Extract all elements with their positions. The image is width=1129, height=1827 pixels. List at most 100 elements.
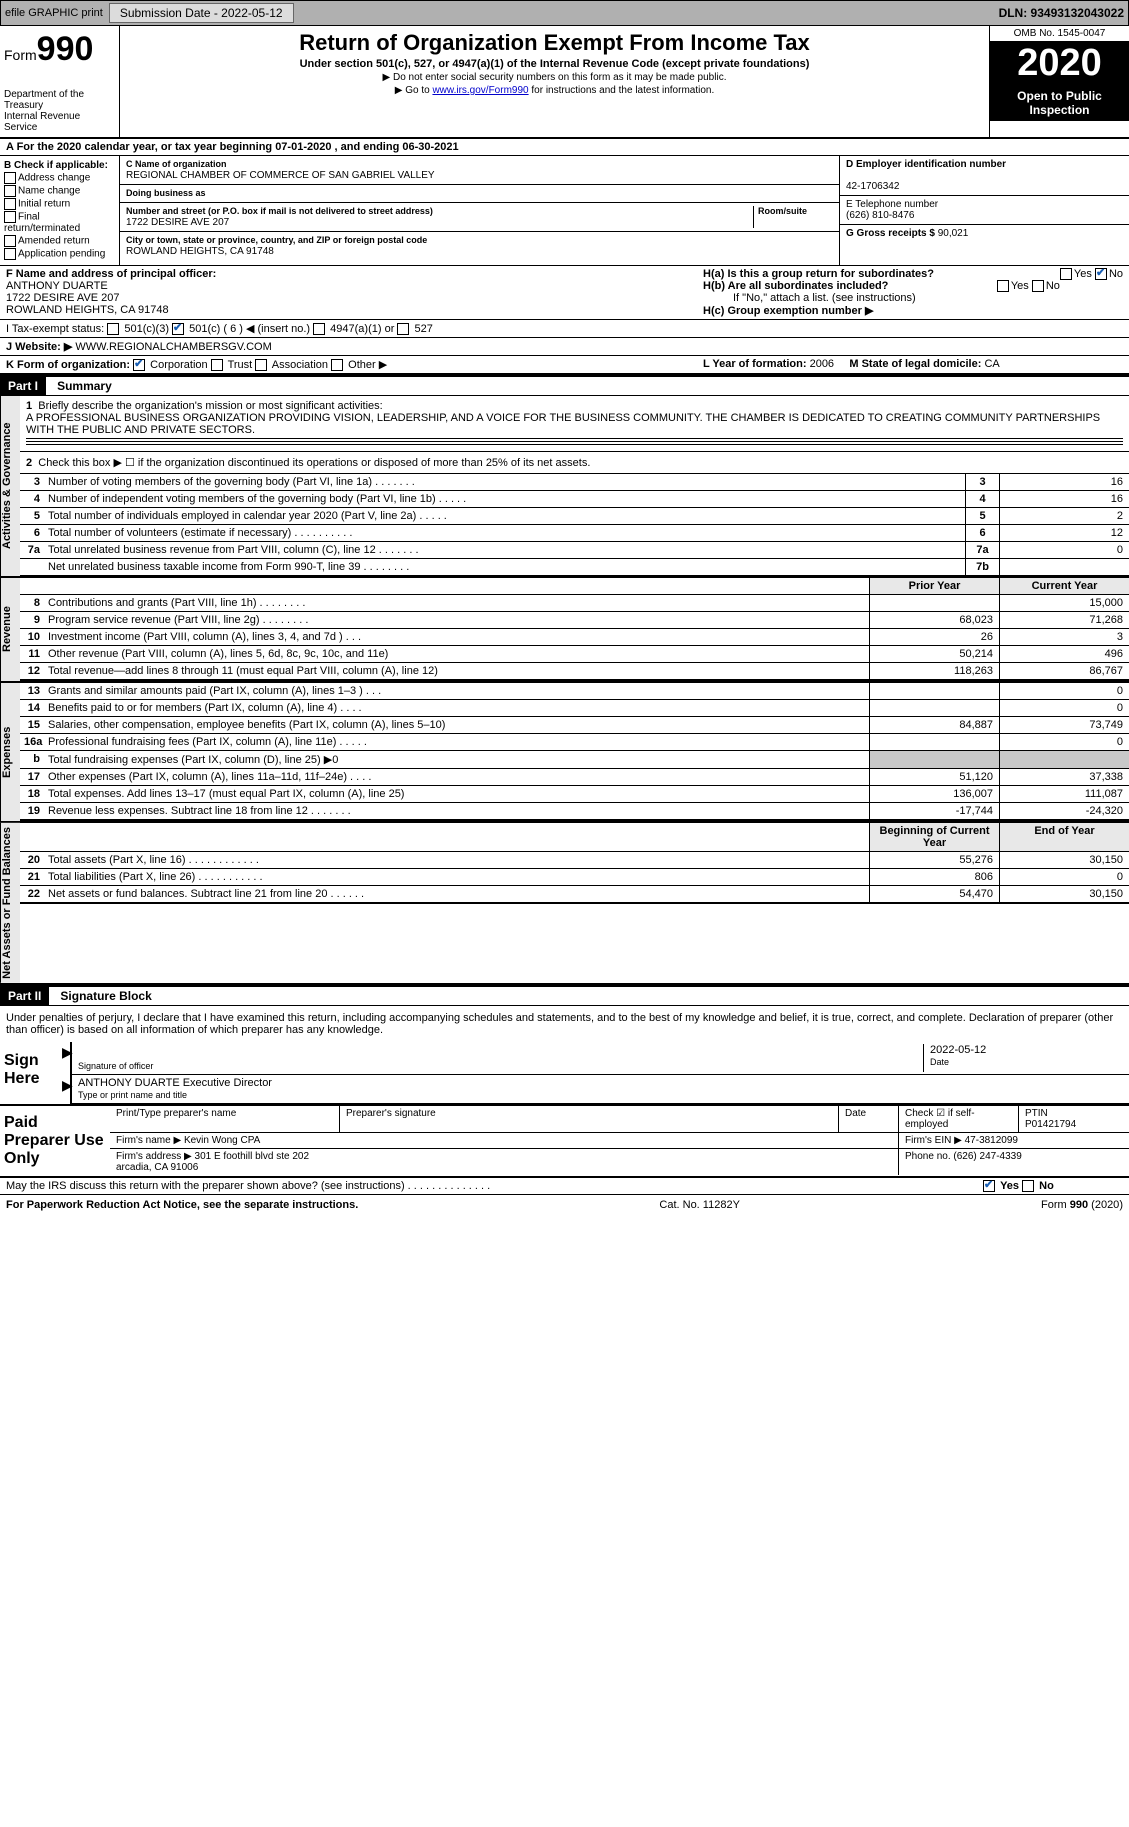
- cb-corp[interactable]: [133, 359, 145, 371]
- open-inspection: Open to Public Inspection: [990, 85, 1129, 121]
- cb-assoc[interactable]: [255, 359, 267, 371]
- arrow-icon: ▶: [62, 1077, 73, 1094]
- cb-trust[interactable]: [211, 359, 223, 371]
- addr-label: Number and street (or P.O. box if mail i…: [126, 206, 433, 216]
- row-i: I Tax-exempt status: 501(c)(3) 501(c) ( …: [0, 320, 1129, 338]
- cb-discuss-yes[interactable]: [983, 1180, 995, 1192]
- form-990: 990: [37, 30, 94, 68]
- preparer-block: Paid Preparer Use Only Print/Type prepar…: [0, 1104, 1129, 1178]
- revenue-block: Revenue Prior Year Current Year 8Contrib…: [0, 576, 1129, 681]
- f-name: ANTHONY DUARTE: [6, 280, 108, 292]
- omb-number: OMB No. 1545-0047: [990, 26, 1129, 42]
- cb-address-change[interactable]: [4, 172, 16, 184]
- form-subtitle: Under section 501(c), 527, or 4947(a)(1)…: [128, 58, 981, 70]
- k-corp: Corporation: [150, 359, 207, 371]
- row-f-h: F Name and address of principal officer:…: [0, 266, 1129, 320]
- col-right: D Employer identification number 42-1706…: [839, 156, 1129, 265]
- cb-ha-yes[interactable]: [1060, 268, 1072, 280]
- period-line: A For the 2020 calendar year, or tax yea…: [0, 139, 1129, 156]
- c-label: C Name of organization: [126, 159, 227, 169]
- table-row: 17Other expenses (Part IX, column (A), l…: [20, 769, 1129, 786]
- cb-other[interactable]: [331, 359, 343, 371]
- tax-year: 2020: [990, 42, 1129, 85]
- hb-label: H(b) Are all subordinates included?: [703, 280, 888, 292]
- prep-h2: Preparer's signature: [340, 1106, 839, 1132]
- cb-501c[interactable]: [172, 323, 184, 335]
- cb-527[interactable]: [397, 323, 409, 335]
- j-label: J Website: ▶: [6, 341, 72, 353]
- mission-block: 1 Briefly describe the organization's mi…: [20, 396, 1129, 452]
- vtab-governance: Activities & Governance: [0, 396, 20, 576]
- firm-ein-label: Firm's EIN ▶: [905, 1135, 962, 1146]
- table-row: 11Other revenue (Part VIII, column (A), …: [20, 646, 1129, 663]
- sig-name: ANTHONY DUARTE Executive Director: [78, 1077, 272, 1089]
- lbl-address-change: Address change: [18, 173, 90, 184]
- part1-header: Part I Summary: [0, 375, 1129, 396]
- goto-post: for instructions and the latest informat…: [529, 85, 715, 96]
- cb-pending[interactable]: [4, 248, 16, 260]
- entity-block: B Check if applicable: Address change Na…: [0, 156, 1129, 266]
- room-label: Room/suite: [758, 206, 807, 216]
- prep-title: Paid Preparer Use Only: [0, 1106, 110, 1176]
- cb-ha-no[interactable]: [1095, 268, 1107, 280]
- vtab-net: Net Assets or Fund Balances: [0, 823, 20, 983]
- hdr-desc: [44, 578, 869, 594]
- ha-label: H(a) Is this a group return for subordin…: [703, 268, 934, 280]
- note-ssn: ▶ Do not enter social security numbers o…: [128, 72, 981, 83]
- net-block: Net Assets or Fund Balances Beginning of…: [0, 821, 1129, 985]
- table-row: 8Contributions and grants (Part VIII, li…: [20, 595, 1129, 612]
- cb-final[interactable]: [4, 211, 16, 223]
- k-assoc: Association: [272, 359, 328, 371]
- cb-hb-no[interactable]: [1032, 280, 1044, 292]
- m-label: M State of legal domicile:: [849, 358, 981, 370]
- prep-h3: Date: [839, 1106, 899, 1132]
- line2-block: 2 Check this box ▶ ☐ if the organization…: [20, 452, 1129, 474]
- cb-4947[interactable]: [313, 323, 325, 335]
- hdr-curr: Current Year: [999, 578, 1129, 594]
- org-addr: 1722 DESIRE AVE 207: [126, 217, 229, 228]
- table-row: 15Salaries, other compensation, employee…: [20, 717, 1129, 734]
- cb-amended[interactable]: [4, 235, 16, 247]
- table-row: 5Total number of individuals employed in…: [20, 508, 1129, 525]
- sig-name-label: Type or print name and title: [78, 1090, 187, 1100]
- f-label: F Name and address of principal officer:: [6, 268, 216, 280]
- submission-date-button[interactable]: Submission Date - 2022-05-12: [109, 3, 294, 23]
- cb-hb-yes[interactable]: [997, 280, 1009, 292]
- table-row: 20Total assets (Part X, line 16) . . . .…: [20, 852, 1129, 869]
- expenses-block: Expenses 13Grants and similar amounts pa…: [0, 681, 1129, 821]
- penalty-text: Under penalties of perjury, I declare th…: [0, 1006, 1129, 1042]
- f-addr2: ROWLAND HEIGHTS, CA 91748: [6, 304, 169, 316]
- cb-initial[interactable]: [4, 198, 16, 210]
- i-501c: 501(c) ( 6 ) ◀ (insert no.): [189, 323, 310, 335]
- g-label: G Gross receipts $: [846, 228, 935, 239]
- discuss-text: May the IRS discuss this return with the…: [6, 1180, 983, 1192]
- irs-link[interactable]: www.irs.gov/Form990: [432, 85, 528, 96]
- hdr-end: End of Year: [999, 823, 1129, 851]
- col-b-hdr: B Check if applicable:: [4, 160, 108, 171]
- cb-name-change[interactable]: [4, 185, 16, 197]
- d-label: D Employer identification number: [846, 159, 1006, 170]
- col-b: B Check if applicable: Address change Na…: [0, 156, 120, 265]
- table-row: 16aProfessional fundraising fees (Part I…: [20, 734, 1129, 751]
- phone: (626) 810-8476: [846, 210, 914, 221]
- ein: 42-1706342: [846, 181, 899, 192]
- table-row: 7aTotal unrelated business revenue from …: [20, 542, 1129, 559]
- prep-h4: Check ☑ if self-employed: [899, 1106, 1019, 1132]
- vtab-revenue: Revenue: [0, 578, 20, 681]
- dln-label: DLN: 93493132043022: [999, 6, 1124, 20]
- e-label: E Telephone number: [846, 199, 938, 210]
- line2-text: Check this box ▶ ☐ if the organization d…: [38, 457, 590, 469]
- vtab-expenses: Expenses: [0, 683, 20, 821]
- sig-date-label: Date: [930, 1057, 949, 1067]
- k-trust: Trust: [228, 359, 253, 371]
- row-j: J Website: ▶ WWW.REGIONALCHAMBERSGV.COM: [0, 338, 1129, 356]
- dept-label: Department of the Treasury Internal Reve…: [4, 89, 115, 133]
- lbl-pending: Application pending: [18, 249, 105, 260]
- col-c: C Name of organization REGIONAL CHAMBER …: [120, 156, 839, 265]
- cb-discuss-no[interactable]: [1022, 1180, 1034, 1192]
- firm-ein: 47-3812099: [965, 1135, 1018, 1146]
- firm-addr-label: Firm's address ▶: [116, 1151, 192, 1162]
- prep-h1: Print/Type preparer's name: [110, 1106, 340, 1132]
- cb-501c3[interactable]: [107, 323, 119, 335]
- discuss-row: May the IRS discuss this return with the…: [0, 1178, 1129, 1195]
